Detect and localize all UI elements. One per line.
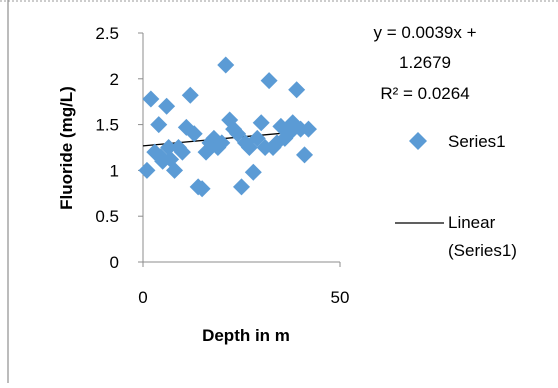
data-point <box>288 81 306 99</box>
data-point <box>260 72 278 90</box>
y-axis-title: Fluoride (mg/L) <box>57 86 76 210</box>
legend-series1-label: Series1 <box>448 132 506 151</box>
data-point <box>142 90 160 108</box>
data-point <box>252 114 270 132</box>
axes <box>142 33 340 263</box>
r-squared-label: R² = 0.0264 <box>380 84 469 103</box>
y-tick-label: 0.5 <box>95 207 119 226</box>
equation-line2: 1.2679 <box>399 53 451 72</box>
data-point <box>284 114 302 132</box>
trendline-equation: y = 0.0039x + 1.2679 R² = 0.0264 <box>373 23 476 103</box>
data-point <box>229 125 247 143</box>
data-point <box>280 125 298 143</box>
y-tick-label: 0 <box>110 253 119 272</box>
legend: Series1 Linear (Series1) <box>395 132 517 260</box>
data-point <box>181 86 199 104</box>
x-tick-label: 50 <box>331 288 350 307</box>
data-point <box>248 129 266 147</box>
data-point <box>173 143 191 161</box>
data-point <box>221 111 239 129</box>
data-point <box>299 120 317 138</box>
legend-linear-label-line2: (Series1) <box>448 241 517 260</box>
data-point <box>244 163 262 181</box>
points-layer <box>138 56 317 198</box>
x-ticks: 0 50 <box>138 262 349 307</box>
data-point <box>213 134 231 152</box>
x-axis-title: Depth in m <box>202 326 290 345</box>
data-point <box>150 116 168 134</box>
data-point <box>296 146 314 164</box>
data-point <box>138 161 156 179</box>
data-point <box>158 97 176 115</box>
data-point <box>177 118 195 136</box>
data-point <box>233 178 250 196</box>
y-tick-label: 1 <box>110 161 119 180</box>
legend-series1-marker <box>409 132 427 150</box>
legend-linear-label-line1: Linear <box>448 213 496 232</box>
x-tick-label: 0 <box>138 288 147 307</box>
y-tick-label: 1.5 <box>95 116 119 135</box>
data-point <box>160 139 178 156</box>
y-tick-label: 2 <box>110 70 119 89</box>
equation-line1: y = 0.0039x + <box>373 23 476 42</box>
y-ticks: 0 0.5 1 1.5 2 2.5 <box>95 24 143 272</box>
data-point <box>166 161 184 179</box>
data-point <box>240 139 258 156</box>
data-point <box>193 180 211 198</box>
y-tick-label: 2.5 <box>95 24 119 43</box>
data-point <box>185 125 203 143</box>
data-point <box>217 56 235 74</box>
